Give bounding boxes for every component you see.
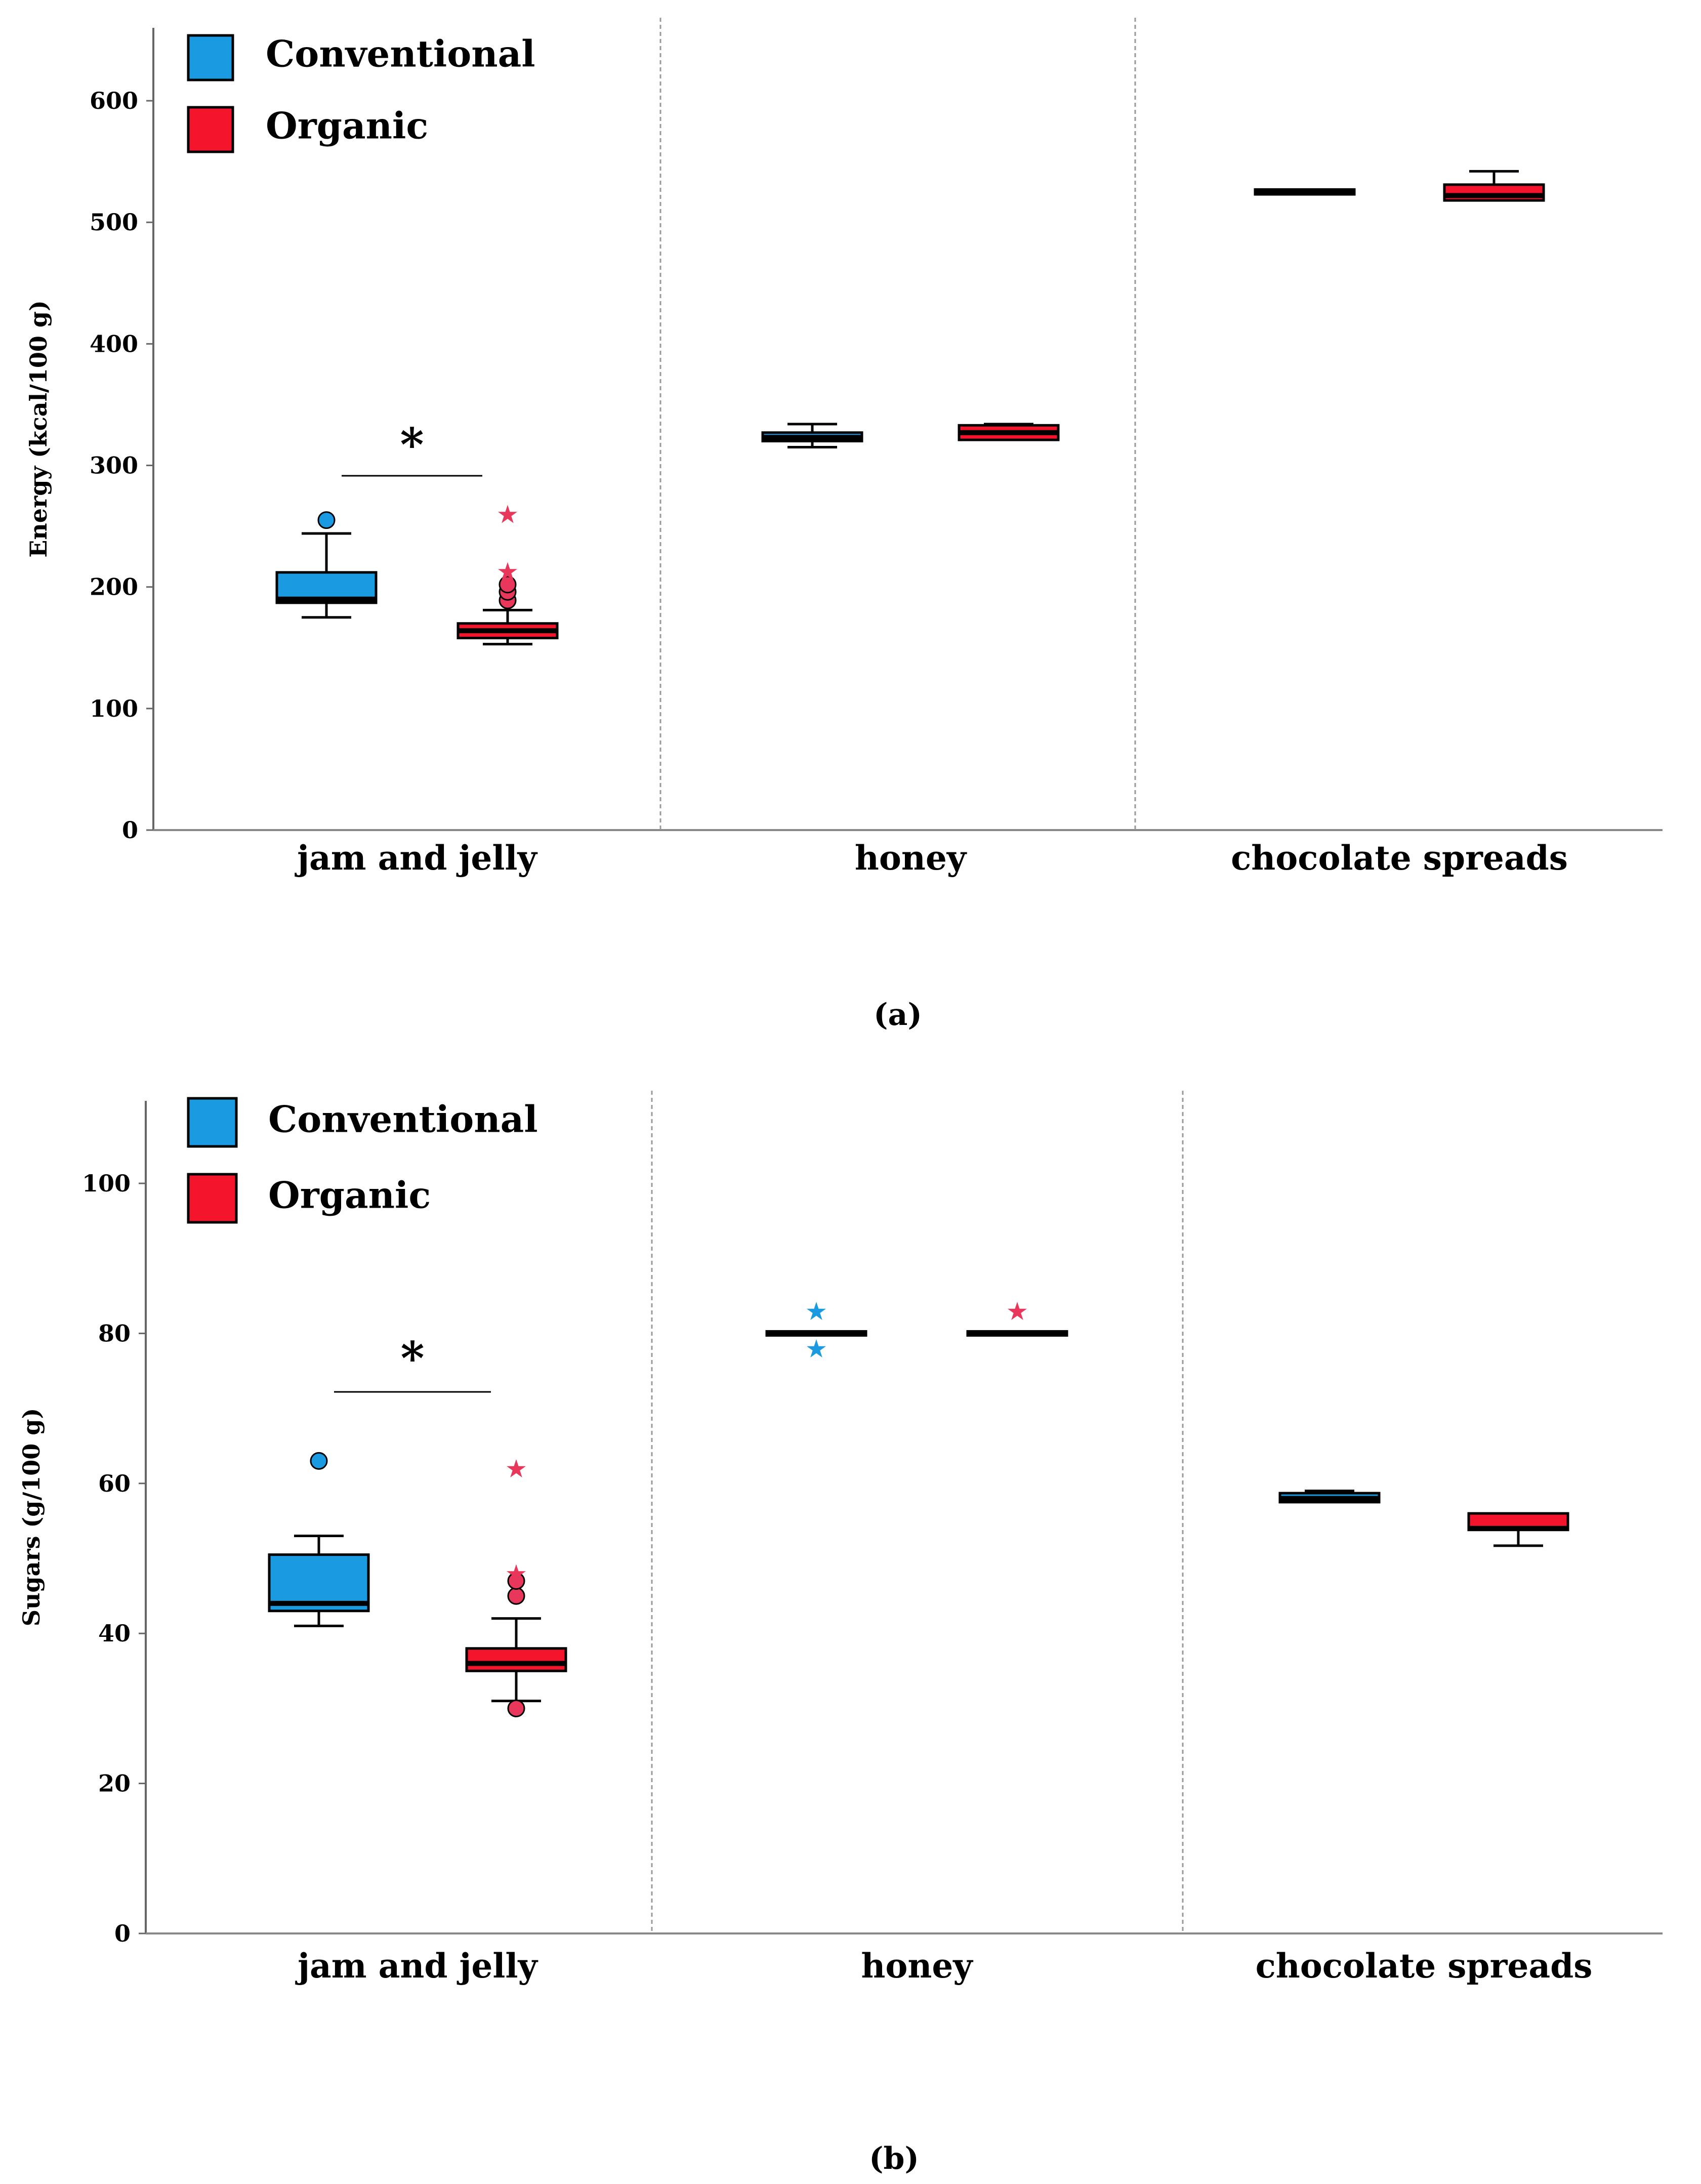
significance-asterisk: * [400, 418, 424, 472]
organic-jam-and-jelly-outlier [507, 1572, 525, 1590]
y-tick-label: 300 [90, 452, 138, 479]
x-tick-label-jam-and-jelly: jam and jelly [295, 838, 537, 878]
energy-boxplot-panel: 0 100 200 300 400 500 600 Energy (kcal/100 g) ja… [25, 18, 1663, 1033]
x-tick-label-chocolate-spreads: chocolate spreads [1256, 1946, 1593, 1986]
y-tick-label: 60 [98, 1470, 131, 1497]
y-tick-label: 600 [90, 87, 138, 114]
legend-swatch-organic [187, 106, 234, 153]
y-tick-label: 80 [98, 1320, 131, 1347]
x-tick-label-honey: honey [855, 838, 967, 878]
organic-honey-extreme: ★ [1007, 1299, 1027, 1325]
panel-label: (a) [874, 997, 922, 1033]
organic-jam-and-jelly-outlier [499, 575, 517, 594]
y-tick-label: 100 [82, 1170, 131, 1197]
y-tick-label: 200 [90, 573, 138, 601]
conventional-jam-and-jelly-outlier [310, 1452, 328, 1470]
y-tick-label: 500 [90, 209, 138, 236]
y-tick-label: 0 [122, 816, 138, 844]
y-axis-label: Sugars (g/100 g) [18, 1408, 45, 1626]
organic-jam-and-jelly-outlier [507, 1699, 525, 1717]
organic-jam-and-jelly-extreme: ★ [497, 559, 517, 585]
organic-jam-and-jelly-outlier [507, 1587, 525, 1605]
y-tick-label: 400 [90, 330, 138, 357]
legend-swatch-conventional [187, 34, 234, 81]
sugars-boxplot-panel: 0 20 40 60 80 100 Sugars (g/100 g) jam and jell… [18, 1091, 1663, 2176]
legend-label-organic: Organic [266, 104, 428, 147]
y-tick-label: 0 [114, 1920, 131, 1947]
legend-swatch-organic [187, 1173, 238, 1224]
x-tick-label-jam-and-jelly: jam and jelly [295, 1946, 538, 1986]
legend-label-conventional: Conventional [268, 1098, 538, 1141]
organic-jam-and-jelly-extreme: ★ [506, 1456, 526, 1482]
significance-asterisk: * [400, 1332, 424, 1385]
y-tick-label: 20 [98, 1770, 131, 1797]
conventional-jam-and-jelly-outlier [317, 511, 336, 529]
organic-jam-and-jelly-extreme: ★ [506, 1561, 526, 1587]
x-tick-label-honey: honey [861, 1946, 973, 1986]
y-tick-label: 100 [90, 695, 138, 722]
x-tick-label-chocolate-spreads: chocolate spreads [1231, 838, 1568, 878]
y-axis-label: Energy (kcal/100 g) [25, 300, 52, 558]
conventional-honey-extreme: ★ [806, 1336, 826, 1362]
organic-jam-and-jelly-box [465, 1647, 567, 1672]
legend-label-conventional: Conventional [266, 32, 535, 75]
y-tick-label: 40 [98, 1620, 131, 1647]
panel-label: (b) [869, 2141, 919, 2176]
conventional-honey-extreme: ★ [806, 1299, 826, 1325]
legend-swatch-conventional [187, 1097, 238, 1148]
organic-jam-and-jelly-extreme: ★ [497, 502, 517, 528]
legend-label-organic: Organic [268, 1174, 431, 1217]
